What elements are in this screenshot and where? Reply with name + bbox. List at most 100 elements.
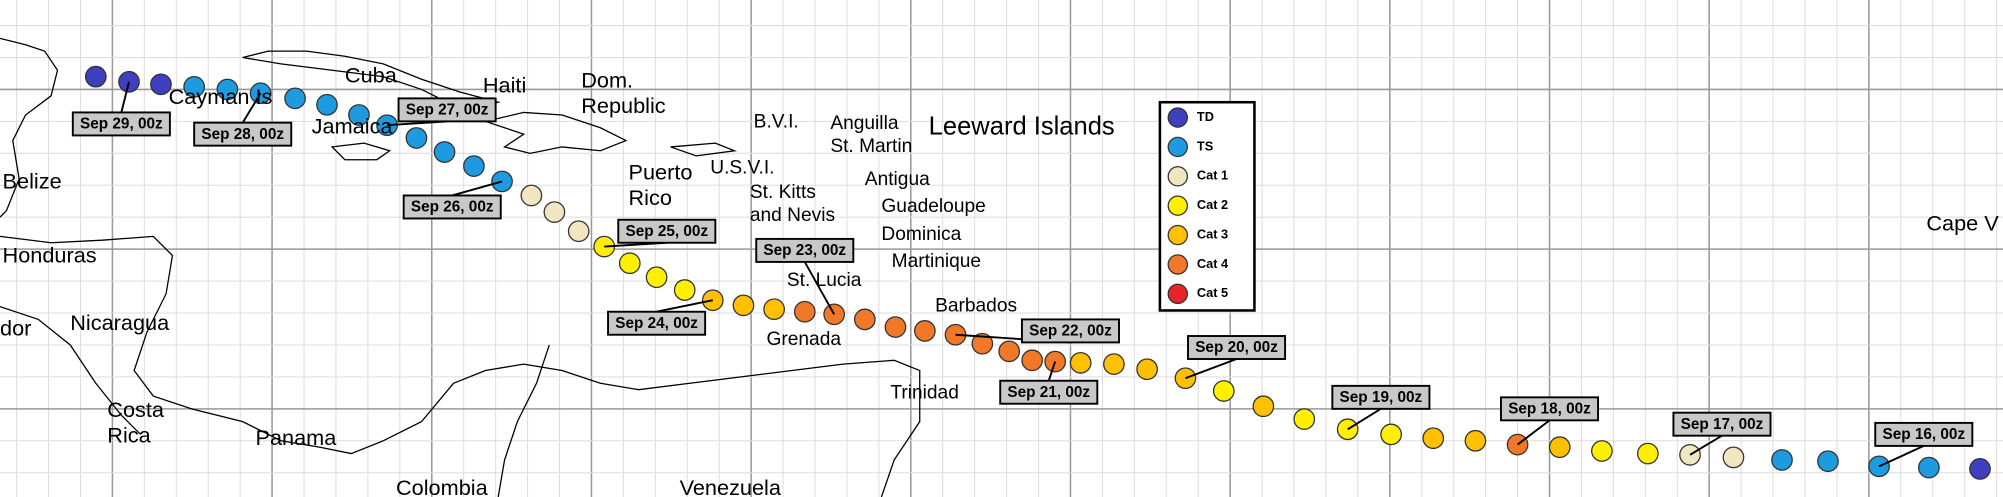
place-label: Nicaragua: [70, 310, 170, 335]
track-point: [84, 65, 107, 88]
storm-track: [84, 65, 1991, 480]
leader-line: [1185, 358, 1237, 380]
track-point: [1252, 395, 1275, 418]
place-label: Republic: [581, 93, 666, 118]
track-point: [1464, 429, 1487, 452]
coastlines: [0, 37, 921, 497]
date-box: [999, 379, 1099, 405]
coastline: [497, 344, 550, 497]
date-label: Sep 24, 00z: [615, 315, 698, 332]
date-labels: Sep 29, 00z Sep 28, 00z Sep 27, 00z Sep 26,…: [71, 81, 1974, 468]
date-box: [402, 194, 502, 220]
legend-label: TD: [1197, 109, 1214, 124]
date-label: Sep 28, 00z: [201, 126, 284, 143]
leader-line: [656, 299, 713, 313]
date-box: [1500, 396, 1600, 422]
date-label: Sep 21, 00z: [1007, 384, 1090, 401]
track-point: [463, 155, 485, 177]
track-point: [348, 104, 370, 126]
date-label: Sep 23, 00z: [763, 242, 846, 259]
track-point: [1591, 440, 1613, 462]
coastline: [242, 50, 501, 110]
track-point: [793, 300, 816, 323]
date-box: [397, 97, 497, 123]
track-point: [1103, 353, 1125, 375]
legend-swatch: [1167, 254, 1189, 275]
place-label: Rico: [628, 185, 671, 210]
leader-line: [1689, 434, 1723, 456]
track-point: [1422, 427, 1445, 450]
coastline: [330, 142, 392, 161]
place-label: St. Martin: [830, 136, 912, 157]
track-point: [1069, 351, 1092, 374]
date-label: Sep 27, 00z: [406, 102, 489, 119]
track-point: [405, 127, 428, 149]
place-label: Venezuela: [680, 475, 782, 497]
leader-line: [1047, 361, 1057, 382]
place-label: Dominica: [881, 224, 961, 245]
place-label: Costa: [107, 397, 165, 422]
track-point: [1021, 349, 1044, 372]
legend-label: Cat 1: [1197, 168, 1228, 183]
leader-line: [1878, 445, 1925, 468]
track-point: [701, 289, 724, 312]
place-label: dor: [0, 315, 31, 340]
coastline: [483, 111, 628, 154]
place-label: Grenada: [766, 329, 841, 350]
date-box: [1672, 411, 1772, 437]
track-point: [1044, 350, 1067, 373]
track-point: [998, 340, 1021, 363]
track-point: [1771, 449, 1793, 471]
legend-swatch: [1167, 283, 1189, 305]
track-point: [118, 70, 140, 93]
legend-label: TS: [1197, 138, 1214, 153]
date-box: [755, 237, 855, 263]
place-label: B.V.I.: [754, 112, 799, 133]
place-label: Martinique: [892, 251, 981, 272]
date-box: [617, 218, 717, 244]
track-point: [316, 93, 338, 116]
track-point: [1722, 446, 1745, 469]
track-point: [216, 78, 239, 101]
coastline: [0, 235, 921, 497]
leader-line: [1516, 419, 1551, 446]
date-label: Sep 18, 00z: [1508, 401, 1591, 418]
date-label: Sep 16, 00z: [1882, 426, 1965, 443]
leader-line: [241, 92, 262, 124]
legend-swatch: [1167, 166, 1189, 187]
place-label: St. Lucia: [787, 270, 862, 291]
place-label: Cuba: [345, 62, 398, 87]
track-point: [567, 220, 590, 243]
date-box: [607, 310, 707, 336]
leader-line: [803, 261, 835, 315]
track-point: [971, 332, 994, 355]
place-label: Panama: [255, 425, 337, 450]
coastline: [670, 142, 738, 157]
place-label: Anguilla: [830, 113, 899, 134]
date-label: Sep 29, 00z: [80, 116, 163, 133]
track-point: [1548, 436, 1571, 459]
track-point: [1380, 423, 1402, 446]
date-box: [193, 121, 293, 147]
place-label: Jamaica: [312, 113, 394, 138]
track-point: [1212, 380, 1235, 402]
legend-swatch: [1167, 224, 1189, 246]
legend-swatch: [1167, 107, 1189, 128]
track-point: [543, 201, 566, 223]
date-label: Sep 20, 00z: [1195, 339, 1278, 356]
legend-swatch: [1167, 136, 1189, 158]
place-label: Puerto: [628, 159, 692, 184]
track-point: [618, 252, 641, 275]
track-point: [732, 294, 755, 317]
track-point: [150, 73, 172, 96]
place-label: Cape V: [1926, 211, 1999, 236]
place-label: Guadeloupe: [881, 196, 985, 217]
track-point: [1136, 358, 1158, 381]
legend-label: Cat 4: [1197, 256, 1229, 271]
place-label: Trinidad: [890, 383, 958, 404]
place-label: Rica: [107, 423, 151, 448]
legend-label: Cat 2: [1197, 197, 1228, 212]
track-point: [1918, 456, 1940, 479]
